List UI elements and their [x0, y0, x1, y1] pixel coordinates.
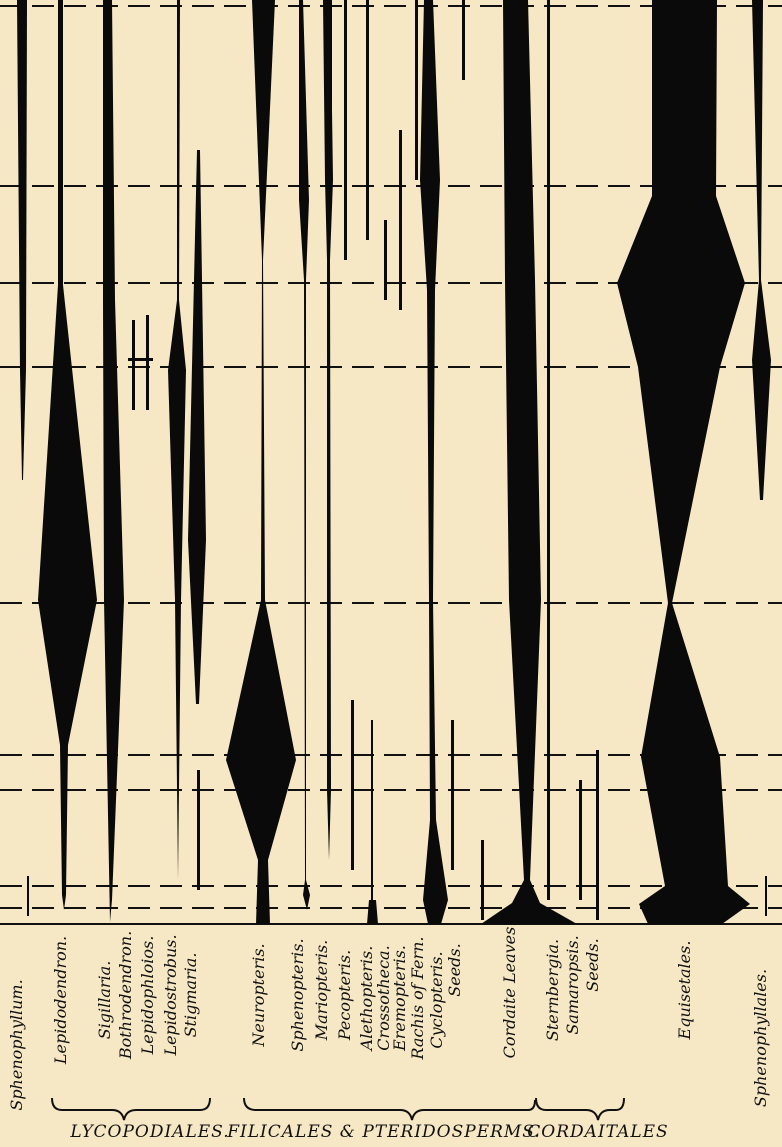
label-rachis-of-fern: Rachis of Fern.: [408, 936, 427, 1060]
range-eremopteris: [399, 130, 402, 310]
range-sigillaria: [103, 0, 124, 922]
range-seeds-1: [462, 0, 465, 80]
range-bothrodendron-2: [146, 315, 149, 410]
label-samaropsis: Samaropsis.: [563, 935, 582, 1034]
range-seeds-2: [596, 750, 599, 920]
label-stigmaria: Stigmaria.: [181, 953, 200, 1038]
label-equisetales: Equisetales.: [675, 941, 694, 1041]
label-mariopteris: Mariopteris.: [312, 940, 331, 1042]
label-lepidostrobus: Lepidostrobus.: [161, 934, 180, 1056]
range-cordaite-leaves: [481, 0, 577, 924]
label-sphenophyllales: Sphenophyllales.: [751, 969, 770, 1107]
range-sphenophyllales: [752, 0, 771, 500]
label-sternbergia: Sternbergia.: [543, 939, 562, 1041]
range-rachis-of-fern: [420, 0, 448, 924]
range-crossotheca: [384, 220, 387, 300]
label-lepidophloios: Lepidophloios.: [138, 936, 157, 1056]
label-seeds-2: Seeds.: [583, 938, 602, 991]
range-bothrodendron: [132, 320, 135, 410]
label-sphenophyllum: Sphenophyllum.: [7, 979, 26, 1110]
range-equisetales: [617, 0, 750, 924]
label-eremopteris: Eremopteris.: [390, 945, 409, 1052]
group-labels: LYCOPODIALES. FILICALES & PTERIDOSPERMS.…: [69, 1122, 668, 1142]
range-samaropsis: [579, 780, 582, 900]
group-label-filicales: FILICALES & PTERIDOSPERMS.: [226, 1122, 541, 1142]
range-alethopteris-3: [371, 720, 373, 900]
taxon-labels: Sphenophyllum. Lepidodendron. Sigillaria…: [7, 922, 770, 1111]
range-pecopteris-2: [351, 700, 354, 870]
label-sphenopteris: Sphenopteris.: [288, 938, 307, 1051]
range-lepidophloios: [168, 0, 186, 880]
range-pecopteris: [344, 0, 347, 260]
range-sphenophyllales-base: [765, 876, 767, 916]
label-cordaite-leaves: Cordaite Leaves.: [500, 922, 519, 1059]
label-alethopteris: Alethopteris.: [357, 946, 376, 1053]
label-cyclopteris: Cyclopteris.: [427, 951, 446, 1048]
range-lepidodendron: [38, 0, 97, 910]
label-sigillaria: Sigillaria.: [95, 961, 114, 1040]
label-pecopteris: Pecopteris.: [335, 950, 354, 1041]
label-neuropteris: Neuropteris.: [249, 943, 268, 1047]
range-bothrodendron-bar: [128, 358, 153, 361]
range-sternbergia: [547, 0, 550, 900]
label-bothrodendron: Bothrodendron.: [116, 931, 135, 1060]
range-eremopteris-2: [415, 0, 418, 180]
range-cyclopteris: [451, 720, 454, 870]
range-sphenopteris: [299, 0, 310, 910]
range-sphenophyllum: [17, 0, 27, 480]
label-seeds-1: Seeds.: [445, 943, 464, 996]
label-crossotheca: Crossotheca.: [374, 945, 393, 1050]
range-lepidostrobus: [188, 150, 206, 704]
group-label-cordaitales: CORDAITALES: [527, 1122, 668, 1142]
range-seeds-1b: [481, 840, 484, 920]
range-sphenophyllum-base: [27, 876, 29, 916]
range-mariopteris: [323, 0, 333, 860]
range-alethopteris: [366, 0, 369, 240]
group-label-lycopodiales: LYCOPODIALES.: [69, 1122, 229, 1142]
range-neuropteris: [226, 0, 296, 924]
label-lepidodendron: Lepidodendron.: [51, 936, 70, 1065]
range-alethopteris-2: [367, 900, 378, 924]
group-braces: [51, 1097, 625, 1121]
range-stigmaria: [197, 770, 200, 890]
